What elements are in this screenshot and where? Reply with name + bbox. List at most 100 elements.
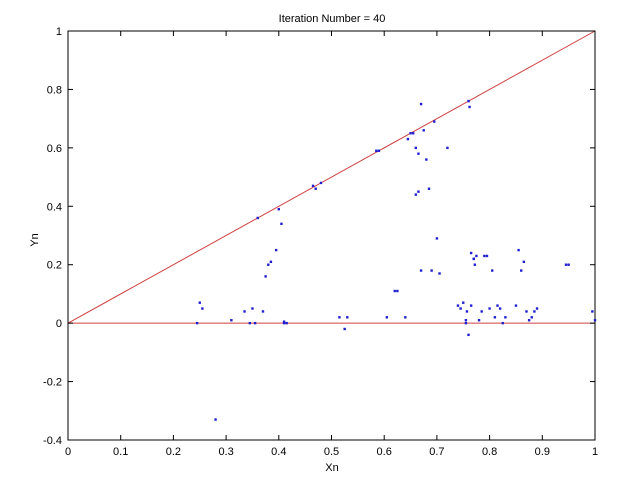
reference-line-0 — [67, 30, 596, 324]
y-axis-label: Yn — [29, 233, 41, 246]
data-point — [282, 321, 286, 325]
data-point — [433, 120, 436, 123]
data-point — [469, 251, 473, 255]
data-point — [214, 418, 217, 421]
data-point — [530, 316, 533, 319]
data-point — [498, 307, 502, 310]
data-point — [491, 269, 494, 272]
data-point — [467, 333, 470, 337]
y-tick-label: 0.4 — [47, 201, 62, 213]
data-point — [591, 310, 594, 313]
data-point — [285, 321, 288, 325]
y-tick-label: 0.8 — [47, 84, 62, 96]
data-point — [195, 321, 199, 325]
data-point — [411, 132, 415, 135]
data-point — [253, 321, 257, 325]
y-axis-ticks: -0.4 -0.2 0 0.2 0.4 0.6 0.8 1 — [43, 26, 595, 447]
data-point — [251, 307, 254, 310]
x-axis-ticks: 0 0.1 0.2 0.3 0.4 0.5 0.6 0.7 0.8 0.9 1 — [65, 31, 598, 458]
data-point — [267, 263, 270, 266]
data-point — [459, 307, 462, 310]
data-point — [409, 132, 412, 135]
data-point — [201, 307, 204, 310]
data-point — [465, 310, 469, 313]
data-point — [533, 310, 536, 313]
data-point — [427, 187, 431, 190]
data-point — [248, 321, 252, 325]
x-axis-label: Xn — [325, 462, 338, 474]
data-point — [567, 263, 570, 266]
data-point — [256, 216, 259, 220]
chart-title: Iteration Number = 40 — [279, 13, 386, 25]
x-tick-label: 0.3 — [218, 446, 233, 458]
data-point — [377, 149, 381, 152]
y-tick-label: -0.2 — [43, 377, 62, 389]
data-point — [264, 275, 267, 278]
data-point — [464, 321, 468, 325]
data-point — [269, 260, 273, 263]
x-tick-label: 0.5 — [324, 446, 339, 458]
reference-lines — [67, 30, 596, 324]
data-point — [468, 105, 471, 109]
data-point — [438, 272, 441, 275]
data-point — [419, 269, 423, 272]
x-tick-label: 0.8 — [482, 446, 497, 458]
data-point — [462, 301, 465, 304]
data-point — [414, 193, 418, 196]
data-point — [488, 307, 491, 310]
data-point — [343, 327, 346, 331]
x-tick-label: 0.7 — [429, 446, 444, 458]
data-point — [480, 310, 483, 313]
data-point — [393, 289, 396, 293]
y-tick-label: 0.2 — [47, 260, 62, 272]
data-point — [435, 237, 439, 240]
data-point — [282, 320, 286, 323]
x-tick-label: 0.4 — [271, 446, 286, 458]
x-tick-label: 1 — [592, 446, 598, 458]
data-point — [467, 99, 470, 103]
y-tick-label: 0 — [56, 318, 62, 330]
data-point — [593, 319, 597, 322]
x-tick-label: 0.1 — [113, 446, 128, 458]
data-point — [198, 301, 201, 304]
data-point — [274, 248, 278, 252]
data-point — [520, 269, 523, 272]
data-point — [473, 263, 477, 266]
data-point — [522, 260, 526, 263]
data-point — [311, 184, 315, 188]
data-point — [375, 149, 378, 152]
y-tick-label: 1 — [56, 26, 62, 38]
data-point — [422, 129, 425, 132]
data-point — [527, 319, 531, 322]
data-point — [564, 263, 568, 266]
data-point — [243, 310, 246, 313]
data-point — [504, 316, 507, 319]
y-tick-label: 0.6 — [47, 143, 62, 155]
x-tick-label: 0.9 — [535, 446, 550, 458]
data-point — [319, 181, 323, 185]
data-point — [280, 222, 283, 226]
data-point — [475, 254, 478, 258]
data-point — [396, 289, 399, 293]
data-point — [477, 319, 481, 322]
data-point — [425, 158, 428, 161]
data-point — [406, 137, 410, 141]
data-point — [230, 319, 233, 322]
data-point — [417, 190, 420, 193]
data-point — [464, 319, 468, 322]
data-point — [485, 254, 489, 258]
data-point — [338, 316, 341, 319]
data-point — [535, 307, 539, 310]
data-point — [430, 269, 433, 272]
data-point — [525, 310, 528, 313]
data-point — [456, 304, 460, 307]
data-points — [195, 99, 597, 421]
data-point — [517, 248, 520, 252]
x-tick-label: 0.6 — [377, 446, 392, 458]
data-point — [472, 257, 475, 261]
x-tick-label: 0.2 — [166, 446, 181, 458]
data-point — [385, 316, 389, 319]
data-point — [493, 316, 497, 319]
